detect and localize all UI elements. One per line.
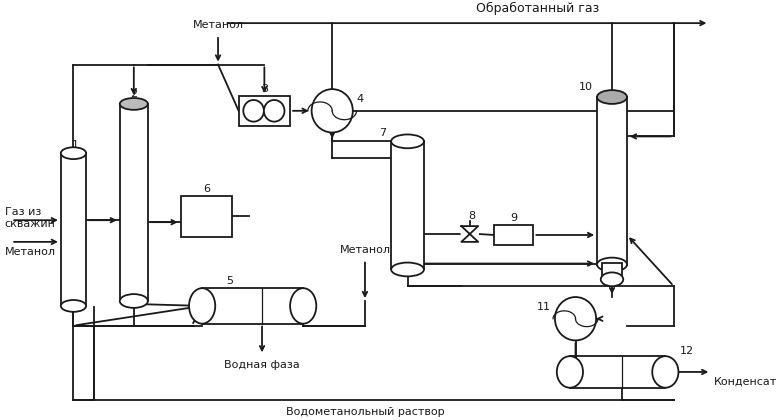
Text: 9: 9 bbox=[510, 213, 517, 223]
Text: 4: 4 bbox=[356, 94, 363, 104]
Text: 2: 2 bbox=[130, 89, 137, 99]
Circle shape bbox=[264, 100, 285, 122]
Bar bbox=[391, 142, 424, 270]
Text: Водометанольный раствор: Водометанольный раствор bbox=[285, 407, 445, 417]
Ellipse shape bbox=[597, 90, 627, 104]
Ellipse shape bbox=[61, 300, 86, 312]
Text: 6: 6 bbox=[203, 184, 210, 194]
Ellipse shape bbox=[391, 134, 424, 148]
Text: Конденсат: Конденсат bbox=[714, 377, 777, 387]
Ellipse shape bbox=[652, 356, 679, 388]
Text: 1: 1 bbox=[72, 140, 79, 150]
Text: 11: 11 bbox=[537, 302, 551, 312]
Text: Метанол: Метанол bbox=[339, 245, 391, 255]
Bar bbox=[494, 225, 534, 245]
Bar bbox=[120, 104, 148, 301]
Text: 3: 3 bbox=[261, 84, 268, 94]
Bar bbox=[61, 153, 86, 306]
Polygon shape bbox=[461, 226, 478, 242]
Ellipse shape bbox=[557, 356, 583, 388]
Circle shape bbox=[555, 297, 596, 340]
Ellipse shape bbox=[189, 288, 215, 324]
Text: Обработанный газ: Обработанный газ bbox=[477, 2, 600, 15]
Text: 12: 12 bbox=[680, 346, 694, 356]
Ellipse shape bbox=[290, 288, 317, 324]
Text: Метанол: Метанол bbox=[5, 247, 55, 257]
Text: Метанол: Метанол bbox=[193, 20, 243, 30]
Circle shape bbox=[312, 89, 353, 132]
Text: 7: 7 bbox=[379, 129, 386, 139]
Ellipse shape bbox=[120, 294, 148, 308]
Polygon shape bbox=[461, 226, 478, 242]
Ellipse shape bbox=[597, 257, 627, 271]
Text: Газ из
скважин: Газ из скважин bbox=[5, 207, 55, 229]
Ellipse shape bbox=[120, 98, 148, 110]
Ellipse shape bbox=[61, 147, 86, 159]
Text: 8: 8 bbox=[468, 211, 475, 221]
Bar bbox=[601, 262, 622, 280]
Text: 5: 5 bbox=[225, 276, 232, 286]
Text: 10: 10 bbox=[578, 82, 592, 92]
Ellipse shape bbox=[601, 273, 623, 286]
Ellipse shape bbox=[391, 262, 424, 276]
Bar bbox=[597, 97, 627, 265]
Text: Водная фаза: Водная фаза bbox=[224, 360, 300, 370]
Bar bbox=[181, 196, 232, 237]
Circle shape bbox=[243, 100, 264, 122]
Bar bbox=[239, 96, 290, 126]
